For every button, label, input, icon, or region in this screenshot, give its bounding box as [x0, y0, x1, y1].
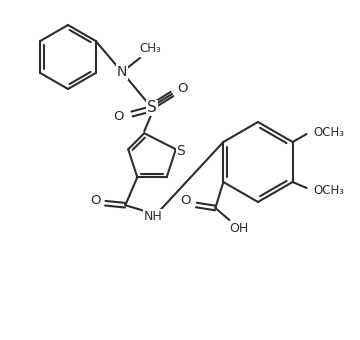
Text: NH: NH [144, 210, 163, 223]
Text: CH₃: CH₃ [139, 42, 161, 55]
Text: OCH₃: OCH₃ [313, 184, 344, 197]
Text: O: O [90, 194, 100, 207]
Text: OCH₃: OCH₃ [313, 125, 344, 138]
Text: N: N [117, 65, 127, 79]
Text: S: S [176, 144, 185, 158]
Text: O: O [114, 109, 124, 122]
Text: O: O [180, 193, 190, 206]
Text: O: O [177, 82, 187, 95]
Text: OH: OH [230, 222, 249, 236]
Text: S: S [147, 101, 157, 116]
